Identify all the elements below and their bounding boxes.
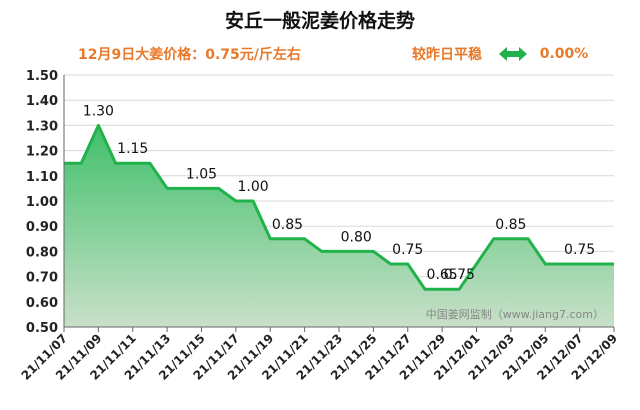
price-summary: 12月9日大姜价格：0.75元/斤左右: [78, 47, 301, 63]
price-line: [64, 123, 614, 291]
y-tick-label: 0.50: [26, 321, 58, 336]
price-area-fill: [64, 125, 614, 328]
y-tick-label: 1.10: [26, 170, 58, 185]
data-label: 0.75: [564, 242, 595, 258]
data-label: 1.15: [117, 141, 148, 157]
change-summary: 较昨日平稳 0.00%: [412, 44, 588, 64]
data-label: 1.00: [237, 179, 268, 195]
y-tick-label: 1.50: [26, 69, 58, 84]
data-label: 1.30: [83, 103, 114, 119]
y-tick-label: 0.90: [26, 220, 58, 235]
data-label: 0.75: [444, 267, 475, 283]
y-tick-label: 1.40: [26, 94, 58, 109]
y-tick-label: 0.80: [26, 245, 58, 260]
data-label: 0.80: [341, 229, 372, 245]
y-tick-label: 0.70: [26, 271, 58, 286]
y-tick-label: 0.60: [26, 296, 58, 311]
y-tick-label: 1.30: [26, 119, 58, 134]
data-label: 0.85: [495, 217, 526, 233]
y-tick-label: 1.00: [26, 195, 58, 210]
axes: 0.50 0.60 0.70 0.80 0.90 1.00 1.10 1.20 1.30 1.40…: [19, 69, 621, 383]
data-label: 0.85: [272, 217, 303, 233]
data-label: 1.05: [186, 166, 217, 182]
data-label: 0.75: [392, 242, 423, 258]
change-value: 0.00%: [539, 46, 589, 62]
watermark: 中国姜网监制（www.jiang7.com）: [426, 307, 604, 321]
chart-title: 安丘一般泥姜价格走势: [224, 10, 415, 32]
data-label: 0.65: [427, 267, 458, 283]
change-label: 较昨日平稳: [412, 47, 482, 63]
double-arrow-icon: [498, 47, 527, 61]
data-labels: 1.301.151.051.000.850.800.750.650.750.85…: [83, 103, 595, 283]
y-tick-label: 1.20: [26, 145, 58, 160]
area-layer: [64, 123, 614, 328]
